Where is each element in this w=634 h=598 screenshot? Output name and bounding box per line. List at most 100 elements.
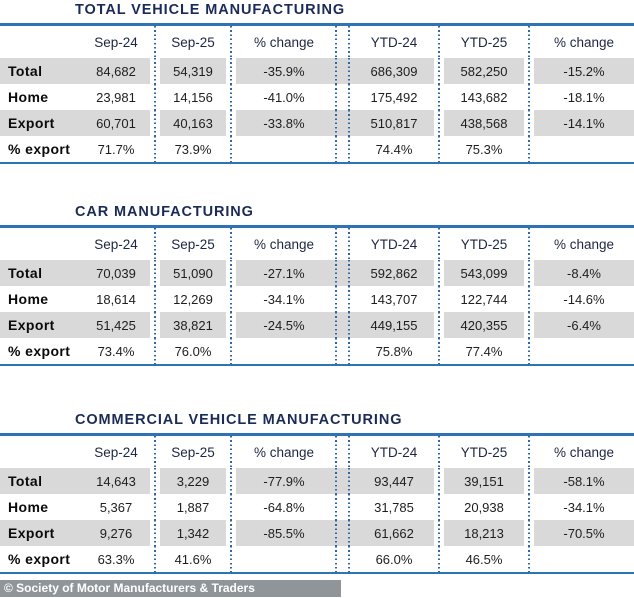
column-separator xyxy=(434,286,444,312)
group-separator xyxy=(332,84,354,110)
column-separator xyxy=(226,58,236,84)
column-separator xyxy=(226,312,236,338)
column-separator xyxy=(150,228,160,260)
column-separator xyxy=(434,338,444,364)
cell-value: 23,981 xyxy=(96,89,136,105)
column-separator xyxy=(524,228,534,260)
column-separator xyxy=(150,520,160,546)
column-separator xyxy=(434,260,444,286)
group-separator xyxy=(332,436,354,468)
group-separator xyxy=(332,26,354,58)
column-separator xyxy=(226,228,236,260)
column-separator xyxy=(150,468,160,494)
table-row: Home 18,614 12,269 -34.1% 143,707 122,744 -14.… xyxy=(0,286,634,312)
row-label: Home xyxy=(8,89,49,105)
cell-value: 63.3% xyxy=(97,551,135,567)
group-separator xyxy=(332,338,354,364)
cell-value: 1,342 xyxy=(160,520,226,546)
cell-value: -14.6% xyxy=(563,291,605,307)
cell-value: 54,319 xyxy=(160,58,226,84)
table-title: CAR MANUFACTURING xyxy=(75,204,254,220)
cell-value: 592,862 xyxy=(354,260,434,286)
cell-value: -85.5% xyxy=(236,520,332,546)
column-separator xyxy=(524,468,534,494)
column-separator xyxy=(524,286,534,312)
cell-value: 175,492 xyxy=(370,89,418,105)
cell-value: 73.9% xyxy=(174,141,212,157)
column-separator xyxy=(524,546,534,572)
column-separator xyxy=(524,338,534,364)
title-rule xyxy=(0,225,634,228)
cell-value: -41.0% xyxy=(263,89,305,105)
cell-value: 61,662 xyxy=(354,520,434,546)
group-separator xyxy=(332,260,354,286)
column-header: Sep-25 xyxy=(171,236,215,252)
cell-value: 84,682 xyxy=(82,58,150,84)
table-row: Export 9,276 1,342 -85.5% 61,662 18,213 -70.5% xyxy=(0,520,634,546)
cell-value: 449,155 xyxy=(354,312,434,338)
column-separator xyxy=(524,58,534,84)
copyright-text: © Society of Motor Manufacturers & Trade… xyxy=(4,581,255,595)
cell-value: 143,682 xyxy=(460,89,508,105)
column-header: Sep-24 xyxy=(94,34,138,50)
column-separator xyxy=(226,136,236,162)
cell-value: 60,701 xyxy=(82,110,150,136)
row-label: Home xyxy=(8,499,49,515)
column-separator xyxy=(226,436,236,468)
cell-value xyxy=(236,338,332,364)
cell-value: -77.9% xyxy=(236,468,332,494)
column-separator xyxy=(524,26,534,58)
column-separator xyxy=(150,58,160,84)
column-header: YTD-25 xyxy=(460,444,508,460)
column-separator xyxy=(524,494,534,520)
cell-value xyxy=(534,136,634,162)
table-body: Sep-24 Sep-25 % change YTD-24 YTD-25 % change… xyxy=(0,26,634,162)
cell-value xyxy=(236,546,332,572)
cell-value xyxy=(534,338,634,364)
cell-value: -35.9% xyxy=(236,58,332,84)
column-header: YTD-25 xyxy=(460,34,508,50)
column-separator xyxy=(226,494,236,520)
group-separator xyxy=(332,286,354,312)
column-header: Sep-25 xyxy=(171,444,215,460)
cell-value: 39,151 xyxy=(444,468,524,494)
table-row: Home 5,367 1,887 -64.8% 31,785 20,938 -34.1% xyxy=(0,494,634,520)
header-row: Sep-24 Sep-25 % change YTD-24 YTD-25 % change xyxy=(0,228,634,260)
table-row: Export 51,425 38,821 -24.5% 449,155 420,355 -6… xyxy=(0,312,634,338)
title-rule xyxy=(0,433,634,436)
column-separator xyxy=(226,110,236,136)
cell-value: 5,367 xyxy=(99,499,133,515)
column-separator xyxy=(226,468,236,494)
column-separator xyxy=(434,136,444,162)
tables-container: TOTAL VEHICLE MANUFACTURING Sep-24 Sep-25… xyxy=(0,2,634,574)
table-title: TOTAL VEHICLE MANUFACTURING xyxy=(75,2,345,18)
vehicle-table-section: COMMERCIAL VEHICLE MANUFACTURING Sep-24 S… xyxy=(0,412,634,574)
column-separator xyxy=(434,494,444,520)
data-table: Sep-24 Sep-25 % change YTD-24 YTD-25 % change… xyxy=(0,26,634,162)
column-header: YTD-24 xyxy=(370,236,418,252)
cell-value: -58.1% xyxy=(534,468,634,494)
column-separator xyxy=(434,468,444,494)
cell-value: -34.1% xyxy=(263,291,305,307)
cell-value: 31,785 xyxy=(374,499,414,515)
cell-value: 582,250 xyxy=(444,58,524,84)
table-bottom-rule xyxy=(0,572,634,574)
table-row: % export 71.7% 73.9% 74.4% 75.3% xyxy=(0,136,634,162)
column-header: % change xyxy=(253,236,315,252)
column-separator xyxy=(434,228,444,260)
table-bottom-rule xyxy=(0,162,634,164)
cell-value: 438,568 xyxy=(444,110,524,136)
column-separator xyxy=(226,520,236,546)
group-separator xyxy=(332,136,354,162)
cell-value: -27.1% xyxy=(236,260,332,286)
column-separator xyxy=(226,84,236,110)
cell-value: -64.8% xyxy=(263,499,305,515)
column-header: % change xyxy=(553,444,615,460)
column-separator xyxy=(434,58,444,84)
column-header: % change xyxy=(253,34,315,50)
cell-value: -24.5% xyxy=(236,312,332,338)
group-separator xyxy=(332,546,354,572)
column-separator xyxy=(524,312,534,338)
cell-value: 70,039 xyxy=(82,260,150,286)
row-label: % export xyxy=(8,343,71,359)
